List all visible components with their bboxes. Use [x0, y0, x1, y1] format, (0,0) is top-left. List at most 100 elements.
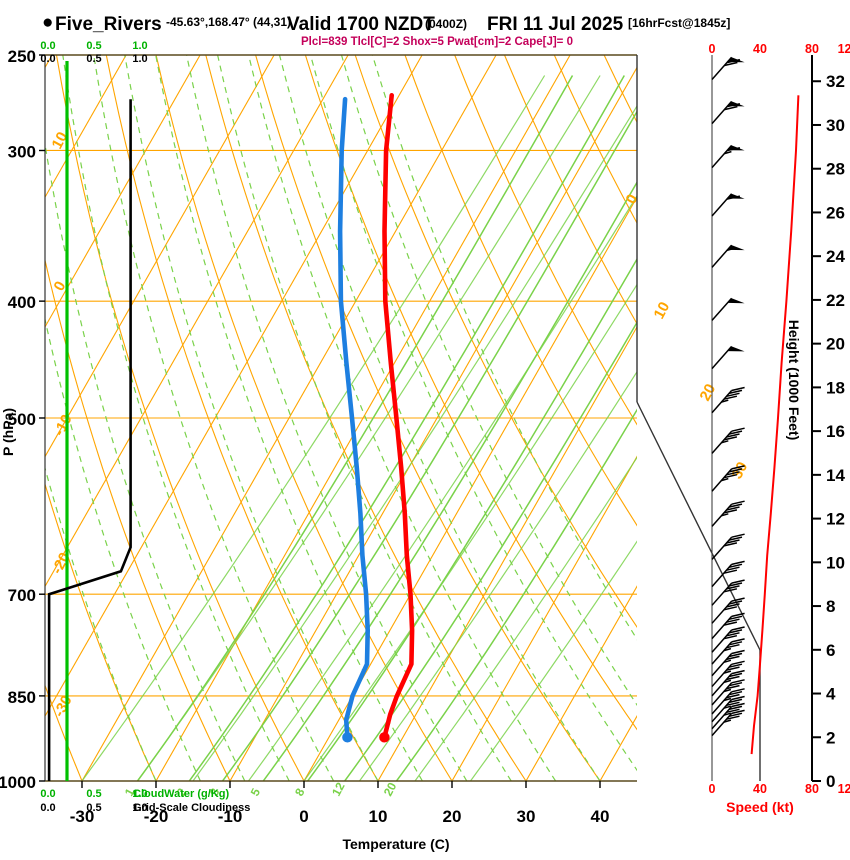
- mixing-ratio-line: [248, 194, 637, 781]
- dry-adiabat-line: [404, 55, 637, 527]
- dry-adiabat-line: [503, 55, 637, 325]
- mixing-ratio-line: [137, 75, 601, 781]
- isotherm-value-label: 20: [697, 381, 720, 404]
- sounding-stats: Plcl=839 Tlcl[C]=2 Shox=5 Pwat[cm]=2 Cap…: [301, 36, 573, 48]
- temperature-tick-label: 10: [369, 807, 388, 826]
- moist-adiabat-line: [309, 55, 637, 772]
- wind-barb: [711, 560, 745, 588]
- dewpoint-profile: [337, 96, 370, 740]
- pressure-tick-label: 700: [8, 586, 36, 605]
- height-tick-label: 24: [826, 247, 845, 266]
- dry-adiabat-line: [654, 55, 850, 781]
- mixing-ratio-line: [395, 408, 637, 781]
- cloudwater-scale-bottom-2: 1.0: [132, 788, 147, 800]
- mixing-ratio-line: [221, 110, 637, 781]
- height-tick-label: 26: [826, 203, 845, 222]
- pressure-tick-label: 850: [8, 688, 36, 707]
- dry-adiabat-line: [105, 55, 379, 781]
- cloudwater-axis-label: CloudWater (g/Kg): [133, 788, 229, 800]
- wind-barb: [711, 702, 745, 730]
- dry-adiabat-line: [304, 55, 637, 731]
- valid-time-utc: (0400Z): [425, 17, 467, 31]
- forecast-date: FRI 11 Jul 2025: [487, 14, 624, 35]
- temperature-tick-label: -30: [70, 807, 95, 826]
- wind-barb: [711, 427, 745, 454]
- height-tick-label: 8: [826, 597, 835, 616]
- wind-barb: [711, 669, 745, 697]
- cloudiness-scale-top-1: 0.5: [86, 53, 101, 65]
- height-tick-label: 14: [826, 466, 845, 485]
- cloudiness-scale-bottom-1: 0.5: [86, 802, 101, 814]
- height-tick-label: 2: [826, 728, 835, 747]
- mixing-ratio-label: 8: [292, 786, 308, 799]
- station-name: Five_Rivers: [55, 14, 162, 35]
- mixing-ratio-line: [414, 456, 637, 781]
- wind-barb: [711, 144, 745, 169]
- speed-tick-label-top: 80: [805, 42, 819, 56]
- pressure-axis-label: P (hPa): [0, 408, 16, 456]
- moist-adiabat-line: [62, 55, 290, 781]
- height-tick-label: 18: [826, 378, 845, 397]
- height-axis-label: Height (1000 Feet): [786, 320, 802, 441]
- height-tick-label: 20: [826, 335, 845, 354]
- dry-adiabat-line: [255, 55, 601, 781]
- cloudwater-scale-top-2: 1.0: [132, 40, 147, 52]
- wind-barb: [711, 626, 745, 653]
- dry-adiabat-line: [155, 55, 453, 781]
- mixing-ratio-line: [188, 75, 625, 781]
- height-tick-label: 12: [826, 510, 845, 529]
- dry-adiabat-value-label: -10: [51, 412, 76, 439]
- isotherm-line: [45, 55, 127, 199]
- mixing-ratio-label: 20: [381, 780, 400, 799]
- wind-barb: [711, 244, 745, 268]
- speed-tick-label-top: 120: [838, 42, 850, 56]
- height-tick-label: 28: [826, 160, 845, 179]
- wind-barb: [711, 465, 745, 492]
- wind-barb: [711, 688, 745, 715]
- wind-barb: [711, 660, 745, 688]
- height-tick-label: 10: [826, 553, 845, 572]
- wind-barb: [711, 612, 745, 640]
- dry-adiabat-value-label: -30: [51, 693, 76, 720]
- mixing-ratio-label: 12: [329, 780, 348, 799]
- cloudwater-scale-top-0: 0.0: [40, 40, 55, 52]
- cloudiness-profile: [47, 99, 132, 781]
- temperature-tick-label: -10: [218, 807, 243, 826]
- dry-adiabat-line: [454, 55, 637, 426]
- mixing-ratio-line: [81, 75, 546, 781]
- temperature-profile-surface-marker: [379, 732, 390, 743]
- height-tick-label: 22: [826, 291, 845, 310]
- cloudiness-scale-bottom-0: 0.0: [40, 802, 55, 814]
- mixing-ratio-label: 5: [248, 786, 264, 799]
- moist-adiabat-line: [45, 316, 201, 781]
- wind-barb: [711, 695, 745, 723]
- temperature-tick-label: 20: [443, 807, 462, 826]
- station-coordinates: -45.63°,168.47° (44,31): [166, 15, 291, 29]
- dry-adiabat-line: [55, 55, 305, 781]
- height-tick-label: 4: [826, 685, 836, 704]
- moist-adiabat-line: [186, 55, 468, 781]
- station-marker-icon: ●: [42, 12, 53, 33]
- plot-border-diagonal: [636, 401, 761, 651]
- pressure-tick-label: 300: [8, 142, 36, 161]
- height-tick-label: 32: [826, 72, 845, 91]
- cloudwater-scale-top-1: 0.5: [86, 40, 101, 52]
- temperature-tick-label: 40: [591, 807, 610, 826]
- mixing-ratio-line: [307, 257, 637, 781]
- dry-adiabat-line: [45, 683, 83, 781]
- cloudwater-scale-bottom-0: 0.0: [40, 788, 55, 800]
- cloudiness-scale-top-0: 0.0: [40, 53, 55, 65]
- wind-barb: [711, 579, 745, 606]
- isotherm-line: [525, 585, 637, 781]
- height-tick-label: 16: [826, 422, 845, 441]
- isotherm-line: [674, 55, 850, 781]
- moist-adiabat-line: [155, 55, 423, 781]
- pressure-tick-label: 500: [8, 410, 36, 429]
- speed-axis-label: Speed (kt): [726, 799, 794, 815]
- moist-adiabat-line: [340, 55, 637, 707]
- moist-adiabat-line: [248, 55, 557, 781]
- dry-adiabat-line: [45, 257, 231, 781]
- mixing-ratio-line: [344, 320, 637, 781]
- wind-barb: [711, 638, 745, 665]
